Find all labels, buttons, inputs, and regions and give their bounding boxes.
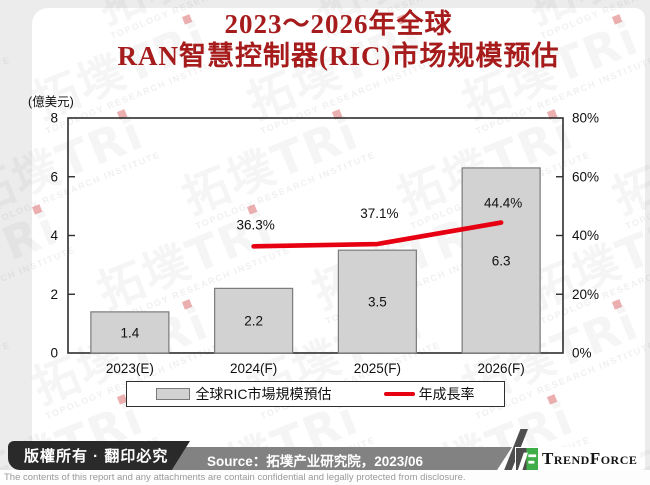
left-tick-label: 4: [50, 228, 58, 243]
bar-value-label: 1.4: [120, 325, 139, 340]
chart-legend: 全球RIC市場規模預估 年成長率: [126, 381, 505, 407]
left-axis-unit: (億美元): [28, 95, 74, 109]
bar-value-label: 2.2: [244, 314, 263, 329]
bar-2026(F): [461, 167, 541, 354]
left-tick-label: 8: [50, 111, 58, 126]
growth-rate-label: 36.3%: [236, 217, 274, 232]
trendforce-logo: TrendForce: [515, 447, 641, 471]
trendforce-wordmark: TrendForce: [542, 449, 638, 468]
x-tick-label: 2025(F): [354, 361, 401, 376]
left-tick-label: 6: [50, 169, 58, 184]
title-line-2: RAN智慧控制器(RIC)市场规模预估: [117, 41, 560, 71]
right-tick-label: 20%: [572, 287, 599, 302]
x-tick-label: 2023(E): [106, 361, 154, 376]
source-text: Source：拓墣产业研究院，2023/06: [206, 454, 424, 469]
bar-2023(E): [90, 311, 170, 354]
right-tick-label: 80%: [572, 111, 599, 126]
bar-value-label: 3.5: [368, 295, 387, 310]
page-title: 2023～2026年全球 RAN智慧控制器(RIC)市场规模预估: [32, 8, 645, 72]
right-tick-label: 40%: [572, 228, 599, 243]
legend-line-swatch: [383, 391, 415, 397]
bar-2025(F): [337, 249, 417, 354]
left-tick-label: 0: [50, 346, 58, 361]
legend-bar-swatch: [156, 388, 191, 400]
x-tick-label: 2026(F): [477, 361, 524, 376]
growth-rate-label: 44.4%: [484, 196, 522, 211]
right-tick-label: 60%: [572, 169, 599, 184]
bar-value-label: 6.3: [492, 253, 511, 268]
right-tick-label: 0%: [572, 346, 592, 361]
disclaimer-text: The contents of this report and any atta…: [0, 470, 650, 485]
left-tick-label: 2: [50, 287, 58, 302]
x-tick-label: 2024(F): [230, 361, 277, 376]
bar-2024(F): [214, 287, 294, 354]
title-line-1: 2023～2026年全球: [224, 9, 453, 39]
growth-rate-label: 37.1%: [360, 206, 398, 221]
copyright-text: 版權所有 · 翻印必究: [24, 448, 169, 465]
copyright-badge: 版權所有 · 翻印必究: [8, 441, 190, 470]
growth-rate-line: [251, 220, 504, 249]
trendforce-icon: [516, 448, 538, 470]
legend-bar-label: 全球RIC市場規模預估: [195, 386, 332, 402]
legend-line-label: 年成長率: [418, 386, 475, 402]
